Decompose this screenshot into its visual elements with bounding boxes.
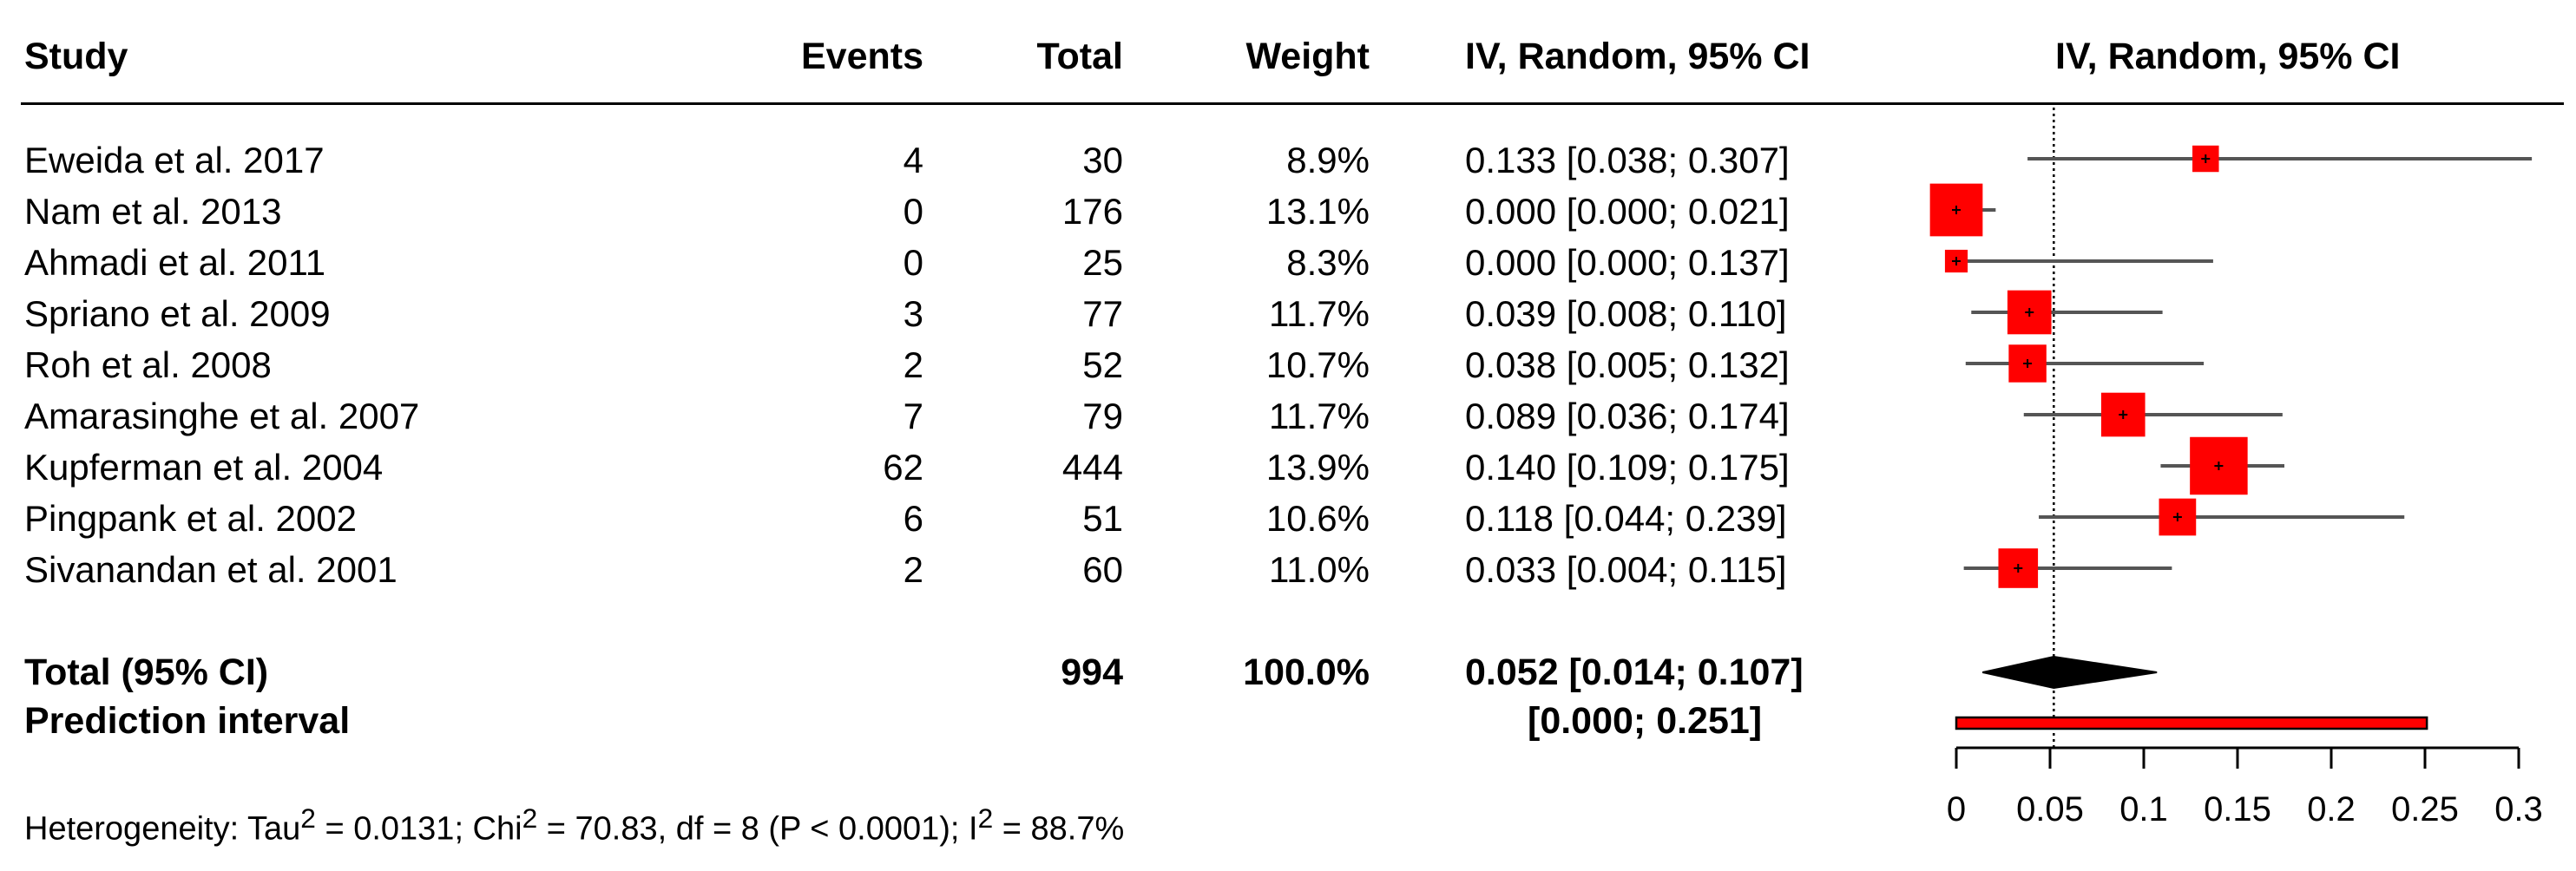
study-events: 0 [903, 242, 923, 283]
study-ci: 0.118 [0.044; 0.239] [1465, 498, 1787, 539]
study-name: Spriano et al. 2009 [24, 293, 331, 334]
study-name: Pingpank et al. 2002 [24, 498, 357, 539]
study-total: 52 [1082, 344, 1123, 385]
study-weight: 11.7% [1269, 293, 1370, 334]
study-events: 0 [903, 191, 923, 232]
x-tick-label: 0.2 [2307, 790, 2356, 828]
study-ci: 0.033 [0.004; 0.115] [1465, 549, 1787, 590]
x-tick-label: 0.05 [2016, 790, 2084, 828]
x-tick-label: 0 [1947, 790, 1966, 828]
header-ci: IV, Random, 95% CI [1465, 36, 1810, 77]
study-total: 176 [1061, 191, 1123, 232]
study-total: 444 [1061, 447, 1123, 488]
header-rule [21, 102, 2564, 105]
pooled-diamond [1982, 655, 2158, 690]
total-count: 994 [1061, 652, 1123, 693]
study-events: 2 [903, 344, 923, 385]
study-total: 60 [1082, 549, 1123, 590]
study-events: 2 [903, 549, 923, 590]
study-ci: 0.000 [0.000; 0.021] [1465, 191, 1790, 232]
study-ci: 0.000 [0.000; 0.137] [1465, 242, 1790, 283]
prediction-label: Prediction interval [24, 700, 351, 742]
header-plot: IV, Random, 95% CI [2055, 36, 2401, 77]
study-ci: 0.039 [0.008; 0.110] [1465, 293, 1787, 334]
x-tick-label: 0.1 [2119, 790, 2168, 828]
header-total: Total [1036, 36, 1123, 77]
header-events: Events [800, 36, 923, 77]
header-weight: Weight [1245, 36, 1370, 77]
study-name: Kupferman et al. 2004 [24, 447, 384, 488]
study-name: Amarasinghe et al. 2007 [24, 396, 420, 436]
study-ci: 0.038 [0.005; 0.132] [1465, 344, 1790, 385]
study-weight: 11.7% [1269, 396, 1370, 436]
x-tick-label: 0.15 [2204, 790, 2271, 828]
study-events: 3 [903, 293, 923, 334]
study-ci: 0.089 [0.036; 0.174] [1465, 396, 1790, 436]
study-total: 51 [1082, 498, 1123, 539]
study-name: Nam et al. 2013 [24, 191, 282, 232]
study-events: 4 [903, 140, 923, 180]
study-events: 7 [903, 396, 923, 436]
study-total: 77 [1082, 293, 1123, 334]
study-weight: 13.9% [1265, 447, 1370, 488]
study-name: Eweida et al. 2017 [24, 140, 325, 180]
study-ci: 0.133 [0.038; 0.307] [1465, 140, 1790, 180]
study-weight: 8.3% [1286, 242, 1370, 283]
study-events: 6 [903, 498, 923, 539]
study-name: Sivanandan et al. 2001 [24, 549, 398, 590]
total-label: Total (95% CI) [24, 652, 269, 693]
study-events: 62 [883, 447, 923, 488]
prediction-ci: [0.000; 0.251] [1528, 700, 1763, 742]
header-study: Study [24, 36, 128, 77]
study-total: 25 [1082, 242, 1123, 283]
study-name: Roh et al. 2008 [24, 344, 272, 385]
prediction-interval-bar [1955, 716, 2428, 730]
heterogeneity-text: Heterogeneity: Tau2 = 0.0131; Chi2 = 70.… [24, 802, 1125, 848]
study-weight: 10.7% [1265, 344, 1370, 385]
study-total: 30 [1082, 140, 1123, 180]
study-weight: 8.9% [1286, 140, 1370, 180]
study-name: Ahmadi et al. 2011 [24, 242, 326, 283]
total-weight: 100.0% [1243, 652, 1370, 693]
study-total: 79 [1082, 396, 1123, 436]
x-tick-label: 0.3 [2494, 790, 2543, 828]
study-weight: 11.0% [1269, 549, 1370, 590]
total-ci: 0.052 [0.014; 0.107] [1465, 652, 1804, 693]
study-ci: 0.140 [0.109; 0.175] [1465, 447, 1790, 488]
study-weight: 10.6% [1265, 498, 1370, 539]
x-tick-label: 0.25 [2391, 790, 2459, 828]
study-weight: 13.1% [1265, 191, 1370, 232]
